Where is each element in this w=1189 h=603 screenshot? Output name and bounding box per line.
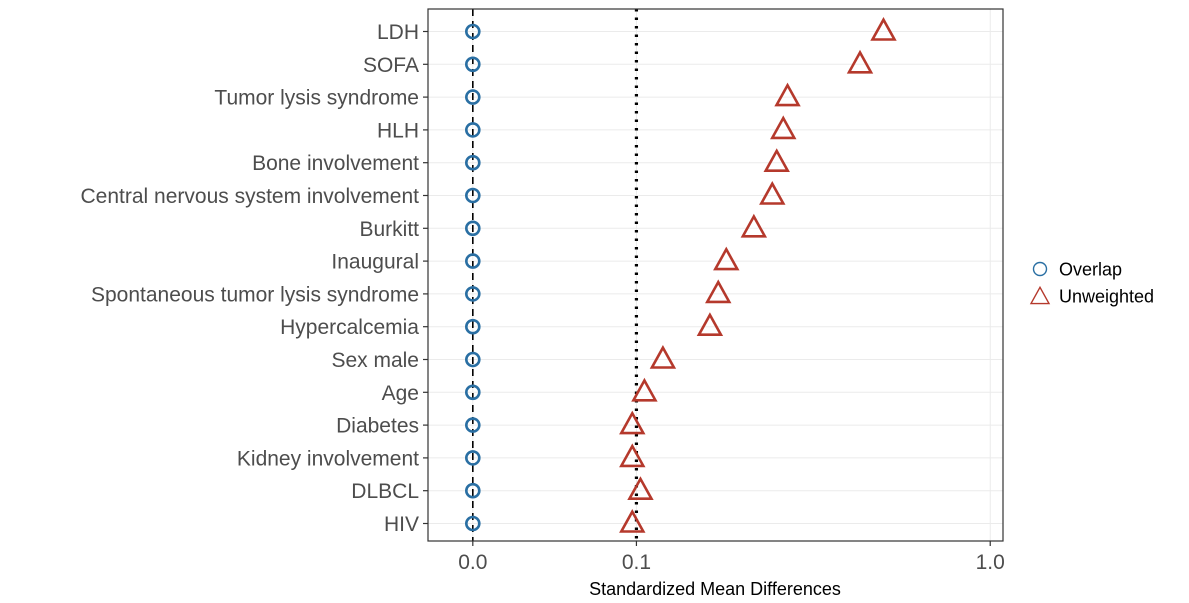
y-axis: LDH SOFA Tumor lysis syndrome HLH Bone invol… — [81, 21, 428, 536]
overlap-point — [465, 351, 481, 368]
overlap-point — [465, 417, 481, 433]
legend-label: Unweighted — [1059, 287, 1154, 307]
overlap-point — [465, 187, 481, 204]
overlap-point — [465, 253, 481, 269]
unweighted-point — [846, 49, 874, 74]
legend-label: Overlap — [1059, 260, 1122, 280]
unweighted-point — [774, 82, 801, 107]
plot-panel-border — [427, 8, 1004, 542]
overlap-point — [465, 384, 481, 401]
y-tick-label: Kidney involvement — [237, 447, 419, 470]
unweighted-point — [713, 246, 740, 271]
unweighted-point — [619, 410, 646, 435]
unweighted-point — [619, 509, 646, 533]
overlap-point — [465, 220, 481, 237]
unweighted-point — [705, 279, 732, 304]
y-tick-label: Inaugural — [331, 251, 419, 274]
overlap-point — [465, 89, 481, 105]
unweighted-point — [870, 17, 897, 41]
overlap-point — [465, 154, 481, 171]
y-tick-label: Hypercalcemia — [280, 316, 419, 339]
y-tick-label: Spontaneous tumor lysis syndrome — [91, 283, 419, 306]
gridlines — [428, 9, 1003, 541]
x-tick-label: 0.1 — [622, 551, 651, 574]
y-tick-label: DLBCL — [351, 480, 419, 503]
y-tick-label: SOFA — [363, 54, 419, 77]
legend-overlap-key — [1032, 261, 1048, 277]
unweighted-point — [649, 345, 677, 369]
overlap-point — [465, 286, 481, 302]
unweighted-point — [631, 377, 658, 402]
unweighted-point — [740, 213, 768, 238]
y-tick-label: LDH — [377, 21, 419, 44]
x-tick-label: 1.0 — [976, 551, 1005, 574]
x-axis: 0.0 0.1 1.0 — [458, 541, 1005, 574]
unweighted-point — [619, 443, 646, 468]
y-tick-label: HIV — [384, 513, 419, 536]
data-points — [465, 17, 897, 533]
overlap-point — [465, 56, 481, 73]
overlap-point — [465, 23, 481, 40]
overlap-point — [465, 515, 481, 532]
overlap-point — [465, 318, 481, 335]
y-tick-label: Diabetes — [336, 415, 419, 438]
unweighted-point — [763, 148, 790, 173]
y-tick-label: Age — [382, 382, 419, 405]
x-tick-label: 0.0 — [458, 551, 487, 574]
y-tick-label: Burkitt — [359, 218, 419, 241]
unweighted-point — [759, 181, 786, 205]
legend: Overlap Unweighted — [1029, 260, 1154, 307]
reference-lines — [472, 9, 639, 541]
overlap-point — [465, 450, 481, 466]
y-tick-label: Tumor lysis syndrome — [214, 87, 419, 110]
unweighted-point — [770, 115, 797, 140]
x-axis-title: Standardized Mean Differences — [589, 579, 841, 599]
legend-unweighted-key — [1029, 285, 1051, 305]
overlap-point — [465, 122, 481, 138]
y-tick-label: Bone involvement — [252, 152, 419, 175]
unweighted-point — [627, 476, 654, 501]
unweighted-point — [696, 312, 724, 337]
y-tick-label: Central nervous system involvement — [81, 185, 420, 208]
y-tick-label: HLH — [377, 119, 419, 142]
overlap-point — [465, 482, 481, 499]
y-tick-label: Sex male — [331, 349, 419, 372]
